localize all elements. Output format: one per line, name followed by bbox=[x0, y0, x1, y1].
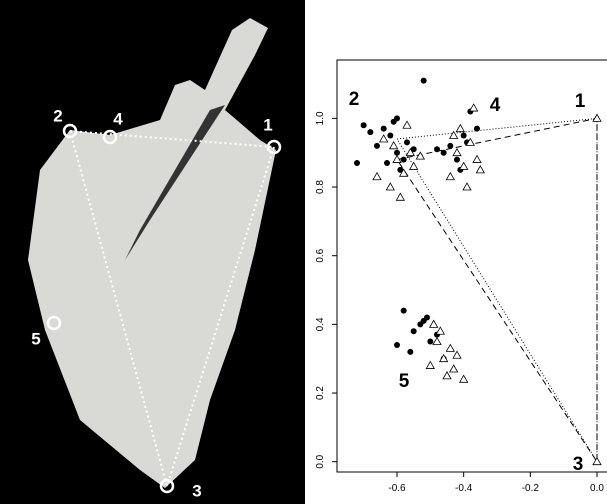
landmark bbox=[46, 315, 62, 331]
point bbox=[472, 154, 482, 163]
point bbox=[405, 147, 416, 157]
point bbox=[455, 123, 466, 133]
landmark-label: 4 bbox=[113, 109, 123, 128]
point bbox=[384, 160, 390, 166]
point bbox=[465, 137, 476, 146]
x-tick-label: -0.4 bbox=[455, 483, 473, 494]
landmark-label: 2 bbox=[53, 106, 62, 125]
point bbox=[445, 171, 456, 181]
y-tick-label: 0.0 bbox=[315, 454, 326, 468]
point bbox=[420, 77, 427, 84]
point bbox=[394, 115, 400, 122]
point bbox=[592, 456, 602, 466]
connector-line bbox=[396, 117, 598, 464]
point bbox=[385, 182, 396, 191]
landmark-label: 1 bbox=[263, 115, 272, 134]
landmark bbox=[102, 129, 118, 145]
point bbox=[410, 146, 417, 153]
point bbox=[468, 103, 479, 112]
x-tick-label: -0.2 bbox=[522, 483, 540, 494]
plot-area bbox=[354, 77, 602, 466]
point bbox=[592, 113, 602, 122]
point bbox=[460, 132, 467, 139]
point bbox=[395, 192, 406, 201]
point bbox=[398, 168, 409, 177]
annotation: 4 bbox=[490, 95, 501, 116]
point bbox=[435, 326, 446, 335]
point bbox=[410, 328, 417, 335]
point bbox=[447, 142, 454, 149]
landmark-triangle bbox=[69, 130, 275, 487]
point bbox=[438, 353, 449, 363]
point bbox=[417, 321, 424, 328]
point bbox=[372, 171, 382, 181]
point bbox=[404, 139, 410, 146]
x-tick-label: -0.6 bbox=[388, 483, 406, 494]
point bbox=[452, 147, 462, 157]
landmark-label: 5 bbox=[31, 329, 40, 348]
point bbox=[428, 319, 439, 328]
point bbox=[367, 129, 374, 136]
point bbox=[454, 156, 460, 163]
point bbox=[427, 338, 434, 345]
annotation: 5 bbox=[399, 371, 410, 392]
annotation: 2 bbox=[349, 89, 360, 110]
point bbox=[462, 182, 472, 191]
point bbox=[392, 154, 402, 163]
annotation: 3 bbox=[573, 454, 584, 475]
y-tick-label: 0.6 bbox=[315, 248, 326, 262]
point bbox=[397, 166, 404, 173]
point bbox=[402, 120, 412, 129]
x-tick-label: 0.0 bbox=[590, 483, 604, 494]
point bbox=[407, 348, 414, 355]
point bbox=[425, 360, 436, 369]
landmark bbox=[266, 139, 282, 155]
point bbox=[380, 125, 387, 132]
connector-line bbox=[396, 117, 598, 464]
point bbox=[448, 364, 459, 373]
point bbox=[474, 125, 480, 132]
point bbox=[440, 149, 447, 156]
landmark bbox=[159, 478, 175, 494]
y-tick-label: 0.2 bbox=[315, 386, 326, 400]
annotation: 1 bbox=[575, 91, 586, 112]
point bbox=[442, 371, 452, 380]
point bbox=[387, 132, 394, 139]
y-tick-label: 0.8 bbox=[315, 180, 326, 194]
y-tick-label: 1.0 bbox=[315, 111, 326, 125]
point bbox=[360, 122, 367, 129]
point bbox=[394, 149, 400, 156]
point bbox=[415, 151, 426, 160]
point bbox=[354, 160, 360, 166]
point bbox=[394, 341, 400, 348]
landmark bbox=[62, 123, 78, 139]
point bbox=[374, 142, 380, 149]
point bbox=[388, 141, 399, 150]
point bbox=[408, 161, 419, 170]
landmark-label: 3 bbox=[192, 481, 201, 500]
y-tick-label: 0.4 bbox=[315, 317, 326, 331]
point bbox=[424, 314, 430, 321]
scapula bbox=[28, 18, 276, 488]
point bbox=[400, 156, 407, 163]
point bbox=[452, 350, 462, 359]
point bbox=[475, 165, 486, 174]
plot-frame bbox=[336, 59, 607, 473]
point bbox=[432, 336, 442, 345]
point bbox=[434, 146, 440, 153]
point bbox=[400, 307, 407, 314]
point bbox=[458, 374, 469, 383]
point bbox=[378, 134, 389, 143]
point bbox=[445, 343, 456, 352]
point bbox=[458, 161, 469, 170]
point bbox=[448, 130, 459, 139]
